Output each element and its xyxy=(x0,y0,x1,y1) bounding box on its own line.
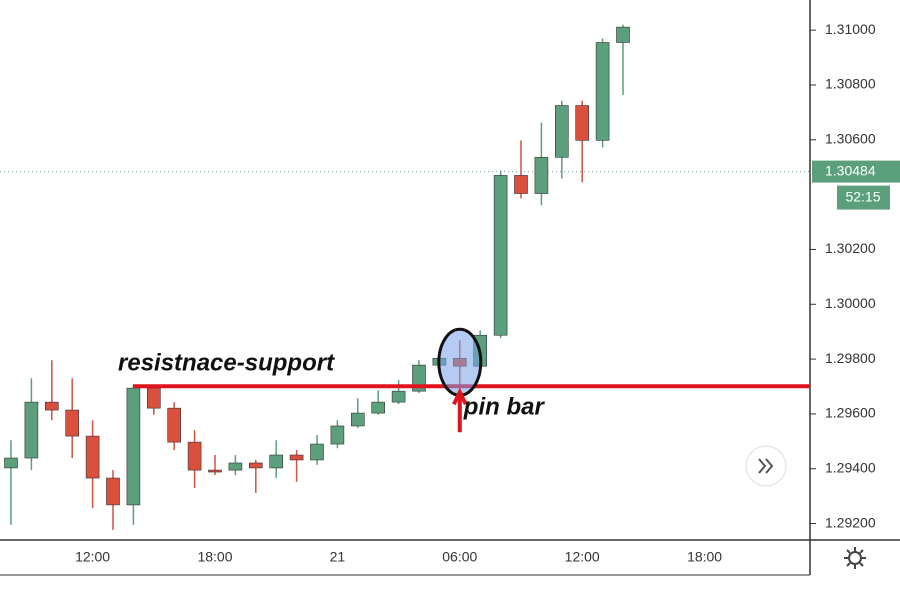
settings-button[interactable] xyxy=(844,547,866,569)
x-tick-label: 12:00 xyxy=(75,549,110,565)
candle-body xyxy=(269,454,284,469)
candle-body xyxy=(330,425,345,445)
x-tick-label: 21 xyxy=(330,549,346,565)
x-tick-label: 18:00 xyxy=(687,549,722,565)
candle-body xyxy=(371,401,386,414)
scroll-button[interactable] xyxy=(745,445,787,487)
pin-bar-highlight xyxy=(437,327,483,397)
countdown-tag xyxy=(837,185,890,210)
candle-body xyxy=(554,105,569,158)
level-label: resistnace-support xyxy=(118,350,335,377)
candle-body xyxy=(85,435,100,479)
candle-body xyxy=(391,390,406,403)
x-tick-label: 18:00 xyxy=(197,549,232,565)
candle-body xyxy=(534,157,549,194)
gear-icon[interactable] xyxy=(848,551,862,565)
gear-teeth xyxy=(844,547,866,569)
scroll-icon xyxy=(758,458,774,474)
y-tick-label: 1.30600 xyxy=(825,131,876,147)
y-tick-label: 1.30200 xyxy=(825,240,876,256)
pin-bar-label: pin bar xyxy=(463,394,546,421)
pin-bar-arrow xyxy=(452,387,468,433)
y-tick-label: 1.29200 xyxy=(825,514,876,530)
candle-body xyxy=(514,175,528,194)
candle-body xyxy=(249,462,263,469)
candle-body xyxy=(493,175,508,336)
candle-body xyxy=(350,412,365,427)
y-tick-label: 1.29800 xyxy=(825,350,876,366)
candle-body xyxy=(616,26,630,43)
candle-body xyxy=(65,409,79,437)
y-tick-label: 1.30800 xyxy=(825,76,876,92)
y-tick-label: 1.29600 xyxy=(825,405,876,421)
y-tick-label: 1.30000 xyxy=(825,295,876,311)
last-price-label: 1.30484 xyxy=(825,162,876,178)
candle-body xyxy=(595,42,610,141)
candle-body xyxy=(167,407,181,443)
countdown-label: 52:15 xyxy=(845,188,880,204)
last-price-tag xyxy=(812,160,900,183)
candle-body xyxy=(575,105,590,141)
candle-body xyxy=(24,401,39,459)
y-tick-label: 1.31000 xyxy=(825,21,876,37)
candle-body xyxy=(126,387,141,506)
candle-body xyxy=(289,454,304,461)
candle-body xyxy=(228,462,243,471)
y-tick-label: 1.29400 xyxy=(825,459,876,475)
candle-body xyxy=(208,469,222,473)
candle-body xyxy=(187,441,202,471)
candle-body xyxy=(310,443,324,461)
candle-body xyxy=(4,457,18,469)
x-tick-label: 06:00 xyxy=(442,549,477,565)
x-tick-label: 12:00 xyxy=(565,549,600,565)
candle-body xyxy=(147,387,161,409)
candle-body xyxy=(44,401,59,411)
candle-body xyxy=(106,477,120,506)
